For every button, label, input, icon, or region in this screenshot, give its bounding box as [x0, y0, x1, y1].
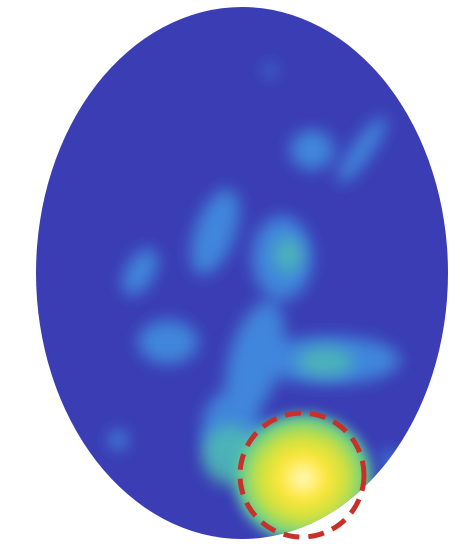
blob [109, 430, 127, 450]
blob [190, 189, 240, 275]
blob [138, 320, 198, 364]
brain-region [36, 7, 448, 539]
blob [290, 130, 334, 170]
activation-blobs [109, 64, 400, 539]
blob [264, 64, 276, 76]
blob [337, 116, 387, 184]
blob [122, 248, 158, 296]
highlight-circle [237, 410, 367, 540]
blob [225, 301, 285, 419]
blob [274, 237, 302, 273]
blob [297, 348, 353, 376]
